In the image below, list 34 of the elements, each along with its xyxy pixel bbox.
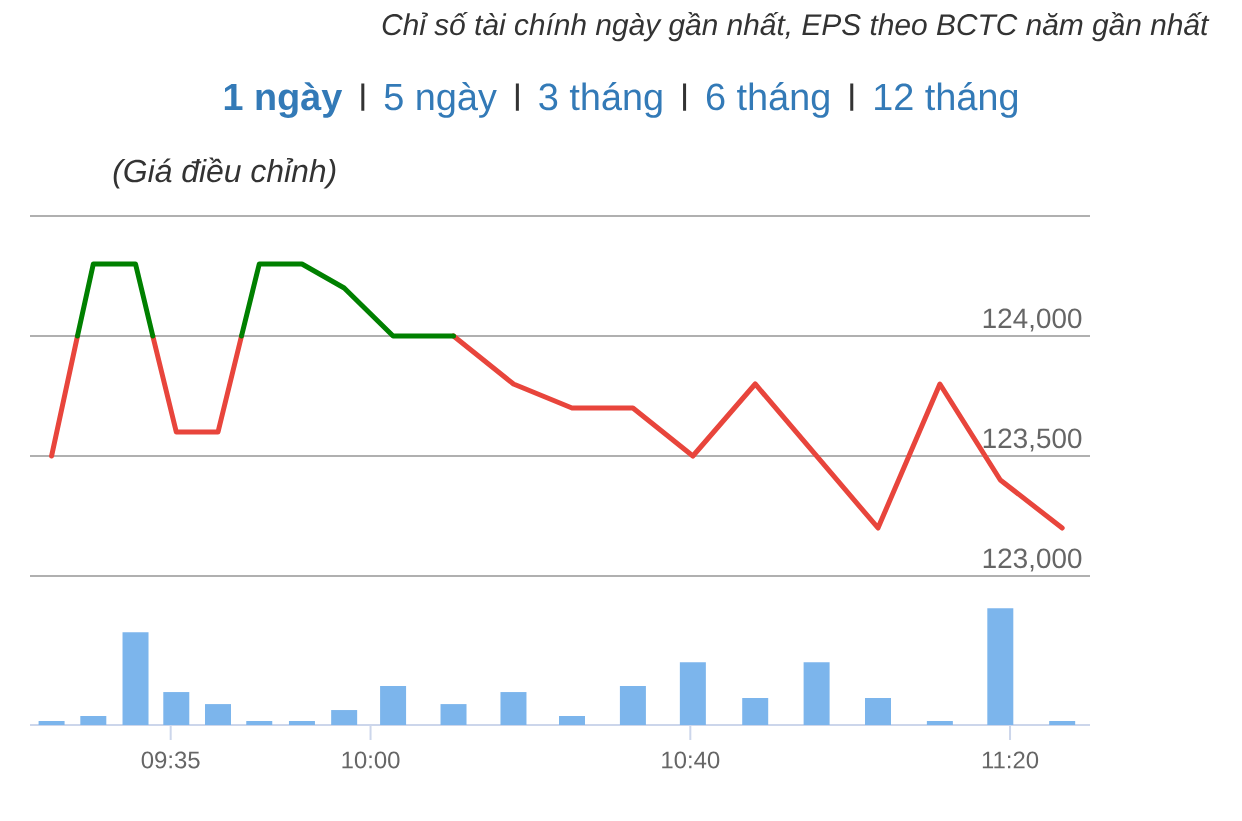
bar: [122, 632, 149, 725]
bar: [926, 721, 953, 725]
bar: [288, 721, 315, 725]
y-tick-label: 124,000: [983, 308, 1082, 332]
chart-title: (Giá điều chỉnh): [113, 157, 336, 189]
bar: [38, 721, 65, 725]
bar: [246, 721, 273, 725]
x-tick-label: 10:00: [342, 751, 400, 769]
bar: [440, 704, 467, 725]
bar: [1049, 721, 1076, 725]
x-tick-label: 11:20: [982, 751, 1039, 769]
x-tick-label: 10:40: [662, 751, 720, 769]
chart-subtitle: Chỉ số tài chính ngày gần nhất, EPS theo BCTC năm gần nhất: [382, 12, 1210, 42]
text: 1 ngày: [224, 82, 343, 119]
bar: [803, 662, 830, 725]
text: 6 tháng: [706, 82, 829, 118]
bar: [865, 698, 891, 725]
text: 5 ngày: [384, 82, 497, 118]
bar: [987, 608, 1014, 725]
bar: [380, 686, 407, 725]
bar: [163, 692, 190, 725]
bar: [742, 698, 769, 725]
bar: [205, 704, 232, 725]
text: 12 tháng: [875, 82, 1018, 118]
y-tick-label: 123,000: [983, 548, 1082, 572]
bar: [679, 662, 706, 725]
bar: [619, 686, 646, 725]
bar: [331, 710, 358, 725]
x-tick-label: 09:35: [141, 751, 200, 769]
bar: [500, 692, 527, 725]
bar: [80, 716, 107, 725]
bar: [558, 716, 585, 725]
y-tick-label: 123,500: [983, 428, 1082, 452]
text: 3 tháng: [539, 82, 662, 118]
